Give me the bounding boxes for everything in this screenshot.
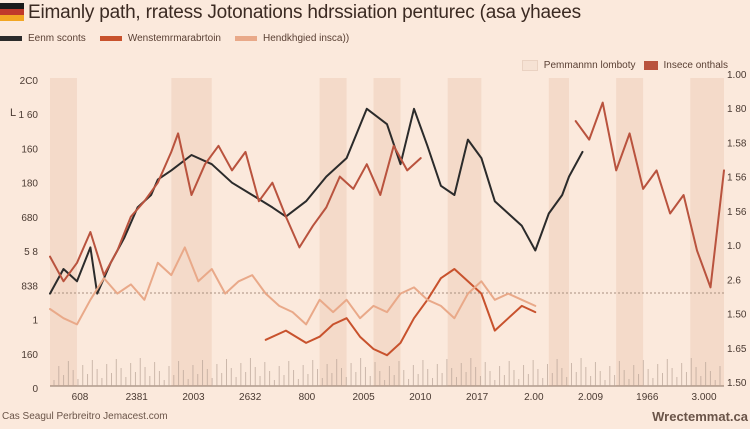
legend-label: Eenm sconts [28,32,86,44]
x-tick-label: 608 [72,392,89,403]
series-line [574,101,725,289]
x-tick-label: 2.00 [524,392,544,403]
x-tick-label: 2017 [466,392,489,403]
legend-swatch [0,35,22,41]
series-line [264,268,537,357]
legend-item-2[interactable]: Hendkhgied insca)) [235,33,349,44]
y-tick-label-right: 1.65 [727,344,747,355]
y-tick-label-left: 1 [32,316,38,327]
legend-right: Pemmanmn lomboty Insece onthals [521,60,729,71]
y-tick-label-left: 1 60 [19,110,39,121]
chart-title: Eimanly path, rratess Jotonations hdrssi… [28,2,581,23]
y-tick-label-right: 1.50 [727,378,747,389]
x-tick-label: 2003 [182,392,205,403]
y-tick-label-left: 2C0 [20,76,39,87]
x-tick-label: 3.000 [691,392,716,403]
shaded-period [171,78,212,386]
legend-label: Wenstemrmarabrtoin [127,32,221,44]
x-tick-label: 2632 [239,392,262,403]
shaded-period [616,78,644,386]
y-tick-label-right: 1.50 [727,310,747,321]
y-tick-label-left: 180 [21,179,38,190]
shaded-period [319,78,347,386]
flag-stripe [0,3,24,9]
x-tick-label: 800 [299,392,316,403]
series-line [49,246,537,326]
shaded-period [447,78,482,386]
y-tick-label-right: 1 56 [727,173,747,184]
flag-stripe [0,15,24,21]
legend-label: Hendkhgied insca)) [263,32,350,44]
x-tick-label: 2010 [409,392,432,403]
shaded-period [548,78,569,386]
y-tick-label-left: 5 8 [24,247,38,258]
x-tick-label: 2.009 [578,392,603,403]
legend-swatch [521,60,538,71]
series-line [49,132,422,283]
y-tick-label-left: 0 [32,384,38,395]
x-tick-label: 2005 [353,392,376,403]
legend-label: Insece onthals [663,60,729,71]
legend-item-1[interactable]: Wenstemrmarabrtoin [99,32,221,44]
x-tick-label: 2381 [126,392,149,403]
y-tick-label-left: 160 [21,350,38,361]
legend-swatch [235,35,257,41]
x-tick-label: 1966 [636,392,659,403]
shaded-period [373,78,401,386]
y-tick-label-left: 838 [21,281,38,292]
legend-item-0[interactable]: Eenm sconts [0,33,86,44]
legend-swatch [643,61,658,70]
y-tick-label-right: 1 56 [727,207,747,218]
series-line [49,107,584,295]
flag-icon [0,3,24,21]
y-tick-label-right: 1.0 [727,241,741,252]
y-axis-label: L [10,107,17,119]
y-tick-label-right: 1.58 [727,138,747,149]
source-note: Cas Seagul Perbreitro Jemacest.com [2,411,168,422]
shaded-period [50,78,77,386]
legend-swatch [99,35,122,41]
y-tick-label-left: 160 [21,144,38,155]
watermark: Wrectemmat.ca [652,409,748,424]
flag-stripe [0,9,24,15]
y-tick-label-right: 2.6 [727,275,741,286]
legend: Eenm sconts Wenstemrmarabrtoin Hendkhgie… [0,30,363,46]
legend-label: Pemmanmn lomboty [543,60,636,71]
y-tick-label-right: 1.00 [727,70,747,81]
y-tick-label-right: 1 80 [727,104,747,115]
shaded-period [690,78,724,386]
y-tick-label-left: 680 [21,213,38,224]
